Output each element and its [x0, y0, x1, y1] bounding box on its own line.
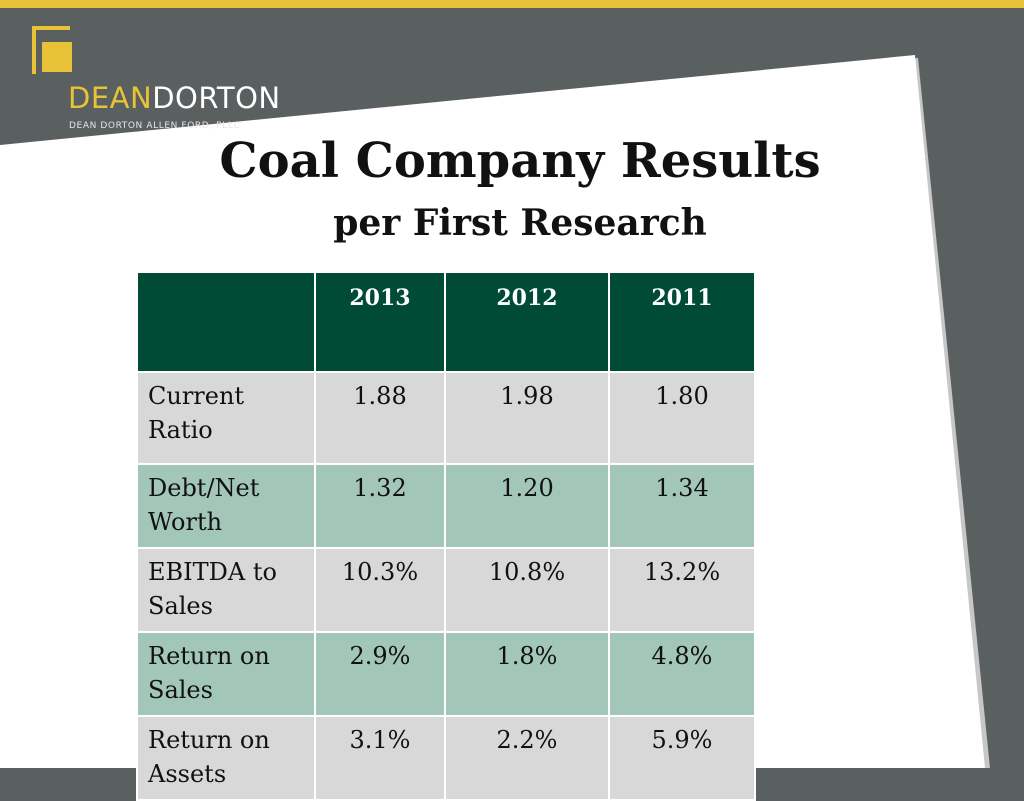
results-table: 2013 2012 2011 Current Ratio 1.88 1.98 1… — [136, 271, 756, 801]
logo-mark-icon — [32, 26, 72, 74]
row-value: 10.8% — [444, 547, 610, 633]
row-label: Return on Sales — [136, 631, 316, 717]
table-row: Return on Sales 2.9% 1.8% 4.8% — [136, 631, 756, 717]
header-cell-year: 2013 — [314, 271, 446, 373]
header-cell-empty — [136, 271, 316, 373]
row-value: 1.88 — [314, 371, 446, 465]
row-value: 1.34 — [608, 463, 756, 549]
header-cell-year: 2012 — [444, 271, 610, 373]
logo-wordmark: DEANDORTON — [68, 84, 281, 113]
top-accent-bar — [0, 0, 1024, 8]
row-value: 1.20 — [444, 463, 610, 549]
table-row: Current Ratio 1.88 1.98 1.80 — [136, 371, 756, 465]
row-label: Current Ratio — [136, 371, 316, 465]
slide-subtitle: per First Research — [333, 202, 707, 244]
logo-subtitle: DEAN DORTON ALLEN FORD, PLLC — [69, 121, 241, 131]
row-value: 4.8% — [608, 631, 756, 717]
row-value: 1.80 — [608, 371, 756, 465]
row-label: Return on Assets — [136, 715, 316, 801]
table-row: Debt/Net Worth 1.32 1.20 1.34 — [136, 463, 756, 549]
row-value: 1.98 — [444, 371, 610, 465]
row-value: 3.1% — [314, 715, 446, 801]
table-header-row: 2013 2012 2011 — [136, 271, 756, 373]
row-label: Debt/Net Worth — [136, 463, 316, 549]
row-value: 5.9% — [608, 715, 756, 801]
slide-title: Coal Company Results — [219, 133, 821, 189]
company-logo: DEANDORTON DEAN DORTON ALLEN FORD, PLLC — [28, 24, 288, 131]
header-cell-year: 2011 — [608, 271, 756, 373]
row-value: 10.3% — [314, 547, 446, 633]
logo-word-dean: DEAN — [68, 81, 153, 115]
row-value: 1.8% — [444, 631, 610, 717]
row-value: 13.2% — [608, 547, 756, 633]
row-label: EBITDA to Sales — [136, 547, 316, 633]
row-value: 1.32 — [314, 463, 446, 549]
row-value: 2.9% — [314, 631, 446, 717]
row-value: 2.2% — [444, 715, 610, 801]
table-row: EBITDA to Sales 10.3% 10.8% 13.2% — [136, 547, 756, 633]
logo-word-dorton: DORTON — [152, 81, 281, 115]
table-row: Return on Assets 3.1% 2.2% 5.9% — [136, 715, 756, 801]
